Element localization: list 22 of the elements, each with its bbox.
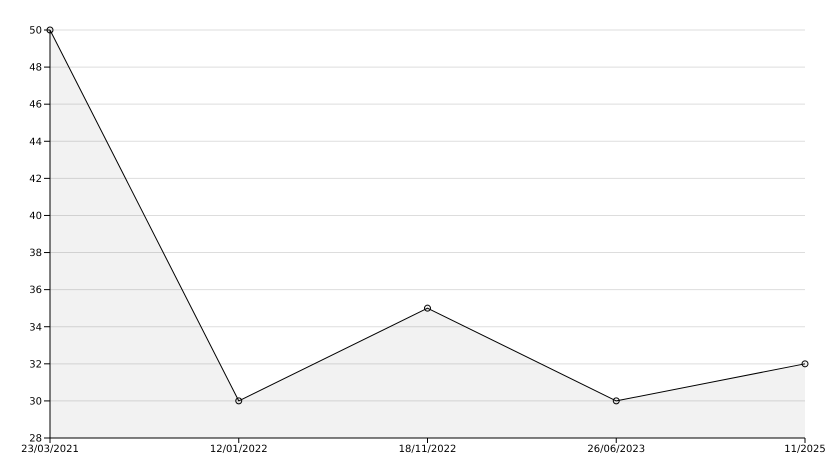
y-tick-label: 28: [29, 434, 42, 445]
point: [46, 26, 54, 34]
x-tick-label: 11/2025: [784, 444, 826, 456]
y-tick-label: 44: [29, 136, 42, 148]
y-tick-label: 30: [29, 396, 42, 408]
point: [802, 360, 808, 368]
y-tick-label: 48: [29, 62, 42, 74]
point: [235, 397, 242, 404]
x-tick-label: 26/06/2023: [587, 444, 646, 456]
y-tick-label: 46: [29, 100, 42, 111]
x-tick-label: 12/01/2022: [210, 444, 268, 456]
x-tick-label: 18/11/2022: [398, 444, 456, 456]
y-tick-label: 38: [29, 248, 42, 260]
x-tick-label: 23/03/2021: [21, 444, 79, 456]
y-tick-label: 34: [29, 322, 42, 334]
y-tick-label: 36: [29, 285, 42, 296]
point: [612, 397, 620, 404]
y-tick-label: 42: [29, 174, 42, 185]
y-tick-label: 32: [29, 359, 42, 370]
point: [424, 304, 431, 312]
y-tick-label: 40: [29, 211, 42, 222]
y-tick-label: 50: [29, 26, 42, 37]
